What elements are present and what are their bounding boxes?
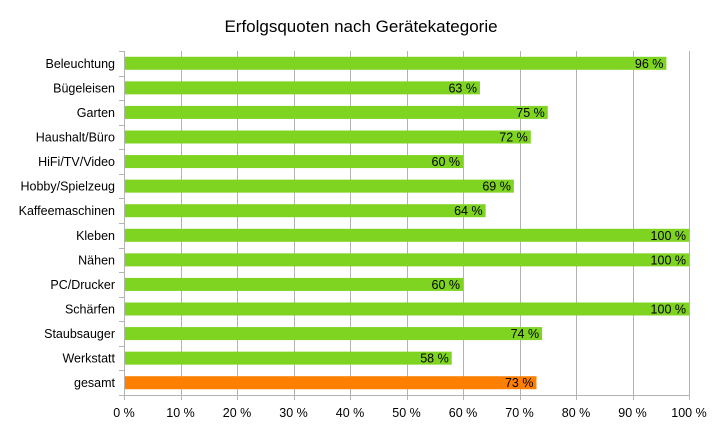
x-tick-label: 70 % (505, 406, 534, 420)
data-label: 63 % (448, 81, 477, 95)
bar (125, 81, 480, 95)
bar (125, 105, 548, 119)
axes (119, 51, 689, 396)
data-label: 96 % (635, 57, 664, 71)
data-label: 75 % (516, 106, 545, 120)
bar (125, 204, 486, 218)
data-label: 74 % (511, 327, 540, 341)
data-label: 73 % (505, 376, 534, 390)
data-label: 60 % (432, 155, 461, 169)
x-tick-label: 10 % (166, 406, 195, 420)
data-label: 72 % (499, 131, 528, 145)
x-tick-label: 50 % (392, 406, 421, 420)
x-tick-label: 80 % (562, 406, 591, 420)
category-label: Haushalt/Büro (36, 131, 115, 145)
category-label: Nähen (78, 253, 115, 267)
category-label: Kaffeemaschinen (19, 204, 115, 218)
bar (125, 130, 531, 144)
data-label: 100 % (651, 229, 686, 243)
category-label: Staubsauger (44, 327, 115, 341)
category-label: Beleuchtung (45, 57, 115, 71)
category-label: HiFi/TV/Video (38, 155, 115, 169)
data-label: 69 % (482, 180, 511, 194)
x-tick-label: 30 % (279, 406, 308, 420)
x-tick-label: 100 % (671, 406, 706, 420)
category-label: PC/Drucker (50, 278, 115, 292)
category-label: gesamt (74, 376, 116, 390)
data-label: 64 % (454, 204, 483, 218)
bar (125, 327, 543, 341)
category-label: Schärfen (65, 303, 115, 317)
bar (125, 253, 689, 267)
x-tick-label: 40 % (336, 406, 365, 420)
bar (125, 302, 689, 316)
bar (125, 277, 463, 291)
bar (125, 351, 452, 365)
bar (125, 155, 463, 169)
labels: 0 % 10 % 20 % 30 % 40 % 50 % 60 % 70 % 80 % 90 % 1… (19, 57, 707, 420)
x-tick-label: 90 % (618, 406, 647, 420)
data-label: 100 % (651, 303, 686, 317)
category-label: Garten (77, 106, 115, 120)
bar (125, 228, 689, 242)
data-label: 60 % (432, 278, 461, 292)
bar (125, 376, 537, 390)
chart-title: Erfolgsquoten nach Gerätekategorie (224, 17, 497, 36)
x-tick-label: 20 % (223, 406, 252, 420)
category-label: Hobby/Spielzeug (20, 180, 115, 194)
grid-lines (124, 51, 690, 400)
x-tick-label: 0 % (113, 406, 135, 420)
category-label: Werkstatt (62, 352, 115, 366)
bar (125, 179, 514, 193)
category-label: Kleben (76, 229, 115, 243)
data-label: 58 % (420, 352, 449, 366)
bar (125, 56, 667, 70)
x-tick-label: 60 % (449, 406, 478, 420)
data-label: 100 % (651, 253, 686, 267)
category-label: Bügeleisen (53, 81, 115, 95)
bars (125, 56, 689, 390)
